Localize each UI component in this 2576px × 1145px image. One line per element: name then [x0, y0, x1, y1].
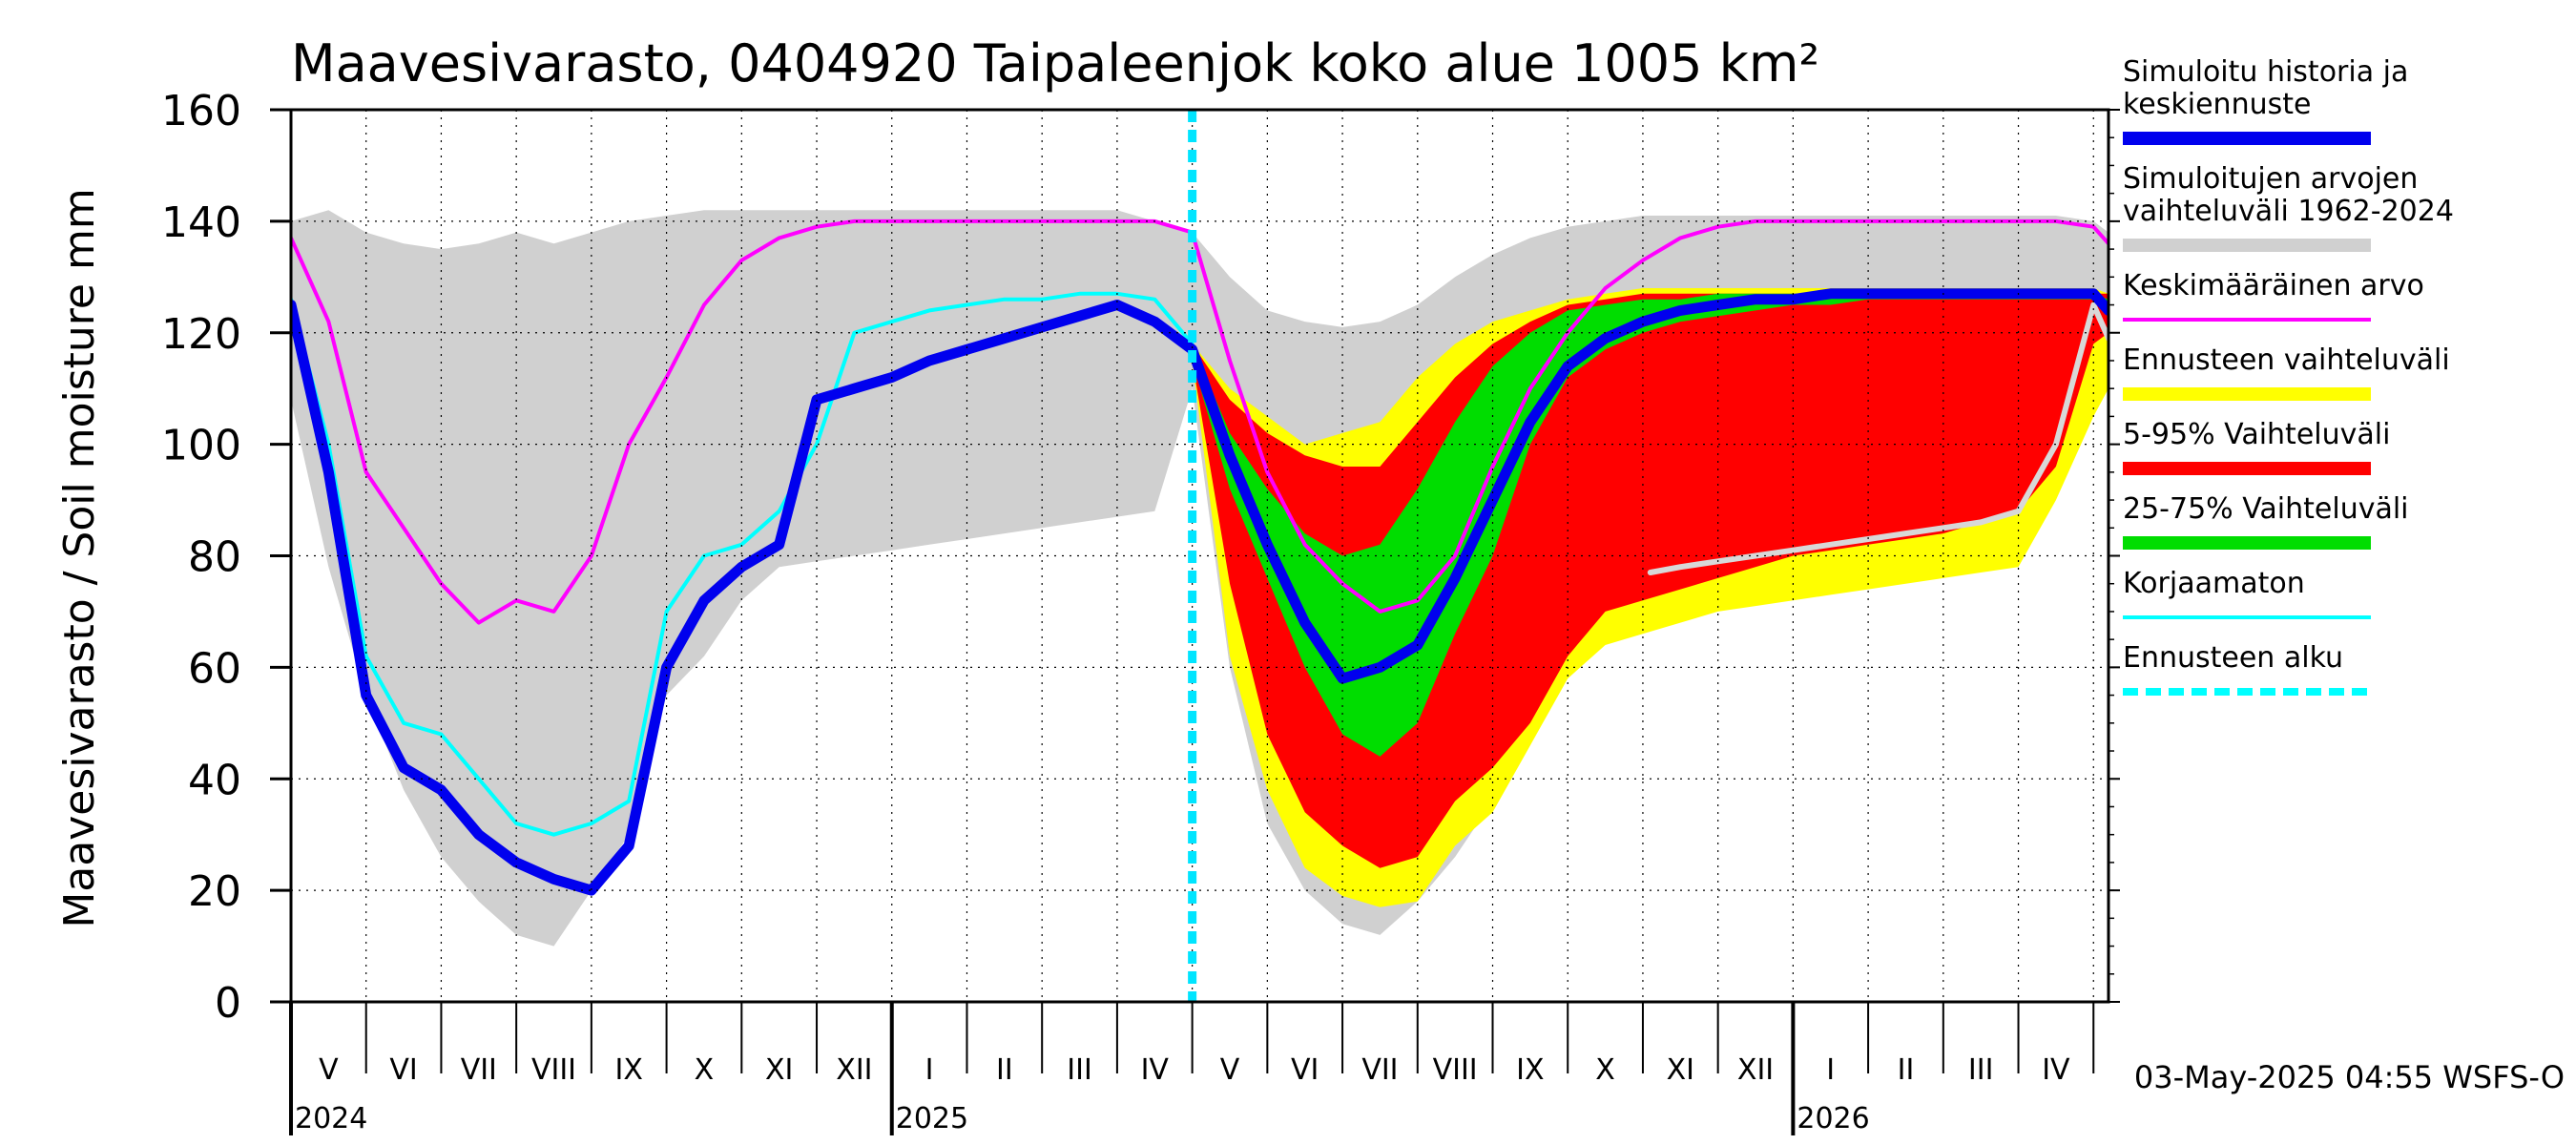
x-month-label: VII — [1361, 1053, 1398, 1087]
x-month-label: X — [1595, 1053, 1615, 1087]
x-month-label: X — [695, 1053, 715, 1087]
y-tick-label: 80 — [188, 533, 241, 582]
x-month-label: V — [1220, 1053, 1240, 1087]
x-month-label: I — [925, 1053, 934, 1087]
x-year-label: 2024 — [295, 1102, 367, 1135]
y-tick-label: 0 — [215, 979, 241, 1028]
legend-label: Simuloitujen arvojen — [2123, 162, 2418, 196]
x-month-label: IX — [1516, 1053, 1544, 1087]
y-axis-label: Maavesivarasto / Soil moisture mm — [55, 188, 104, 927]
y-tick-label: 20 — [188, 867, 241, 916]
plot-series-group — [291, 210, 2109, 947]
plot-area — [291, 210, 2109, 947]
x-month-label: V — [319, 1053, 339, 1087]
x-month-label: II — [1898, 1053, 1915, 1087]
legend-label: Korjaamaton — [2123, 567, 2305, 600]
x-month-label: I — [1826, 1053, 1835, 1087]
x-month-label: III — [1067, 1053, 1092, 1087]
legend-label: Ennusteen vaihteluväli — [2123, 344, 2450, 377]
legend-label: Keskimääräinen arvo — [2123, 269, 2424, 302]
series-4-line — [291, 219, 2109, 625]
x-month-label: II — [996, 1053, 1013, 1087]
x-month-label: XI — [1667, 1053, 1694, 1087]
x-year-label: 2026 — [1797, 1102, 1869, 1135]
legend-label: 5-95% Vaihteluväli — [2123, 418, 2390, 451]
x-month-label: XII — [1737, 1053, 1774, 1087]
x-month-label: VII — [461, 1053, 497, 1087]
y-tick-label: 100 — [161, 422, 241, 470]
legend-label: keskiennuste — [2123, 88, 2311, 121]
legend-label: Ennusteen alku — [2123, 641, 2343, 675]
x-month-label: VI — [389, 1053, 417, 1087]
y-tick-label: 40 — [188, 756, 241, 804]
legend-label: vaihteluväli 1962-2024 — [2123, 195, 2454, 228]
y-tick-label: 160 — [161, 87, 241, 135]
series-2-band — [1192, 293, 2109, 868]
y-tick-label: 60 — [188, 644, 241, 693]
y-tick-label: 140 — [161, 198, 241, 247]
chart-title: Maavesivarasto, 0404920 Taipaleenjok kok… — [291, 33, 1819, 94]
x-month-label: IV — [1141, 1053, 1170, 1087]
series-7-line — [291, 288, 2109, 896]
x-month-label: VIII — [531, 1053, 576, 1087]
x-year-label: 2025 — [896, 1102, 968, 1135]
x-month-label: IX — [615, 1053, 643, 1087]
x-month-label: III — [1968, 1053, 1994, 1087]
x-month-label: XI — [765, 1053, 793, 1087]
series-6-line — [1647, 302, 2109, 575]
x-month-label: VI — [1291, 1053, 1319, 1087]
y-tick-label: 120 — [161, 310, 241, 359]
timestamp-label: 03-May-2025 04:55 WSFS-O — [2134, 1059, 2565, 1095]
x-month-label: XII — [836, 1053, 872, 1087]
x-month-label: VIII — [1433, 1053, 1478, 1087]
legend-label: Simuloitu historia ja — [2123, 55, 2408, 89]
series-5-line — [291, 291, 1195, 837]
x-month-label: IV — [2042, 1053, 2070, 1087]
legend-label: 25-75% Vaihteluväli — [2123, 492, 2409, 526]
